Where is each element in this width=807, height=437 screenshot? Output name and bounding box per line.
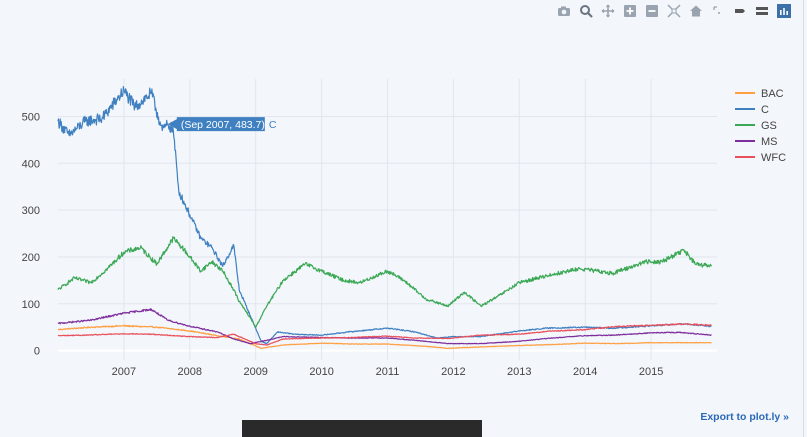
x-tick-label: 2012 [441, 366, 465, 378]
plotly-logo-icon[interactable] [777, 4, 791, 18]
x-tick-label: 2008 [178, 366, 202, 378]
zoom-out-icon[interactable] [645, 4, 659, 18]
x-tick-label: 2015 [639, 366, 663, 378]
legend-label-ms[interactable]: MS [761, 136, 778, 148]
y-tick-label: 300 [22, 205, 40, 217]
home-icon[interactable] [689, 4, 703, 18]
legend-label-wfc[interactable]: WFC [761, 152, 786, 164]
series-line-gs[interactable] [57, 236, 713, 328]
series-line-bac[interactable] [57, 324, 712, 350]
black-bar [242, 420, 482, 437]
legend-label-bac[interactable]: BAC [761, 88, 784, 100]
series-line-wfc[interactable] [57, 322, 712, 346]
x-tick-label: 2014 [573, 366, 597, 378]
legend-label-c[interactable]: C [761, 104, 769, 116]
y-tick-label: 200 [22, 252, 40, 264]
zoom-in-icon[interactable] [623, 4, 637, 18]
y-tick-label: 400 [22, 158, 40, 170]
zoom-icon[interactable] [579, 4, 593, 18]
hover-tooltip-series-name: C [269, 119, 277, 131]
hover-compare-icon[interactable] [755, 4, 769, 18]
x-tick-label: 2007 [112, 366, 136, 378]
x-tick-label: 2010 [309, 366, 333, 378]
y-tick-label: 0 [34, 346, 40, 358]
spike-lines-icon[interactable] [711, 4, 725, 18]
pan-icon[interactable] [601, 4, 615, 18]
y-tick-label: 500 [22, 111, 40, 123]
hover-closest-icon[interactable] [733, 4, 747, 18]
y-tick-label: 100 [22, 299, 40, 311]
series-line-ms[interactable] [57, 308, 712, 345]
hover-tooltip-box [167, 117, 265, 132]
x-tick-label: 2013 [507, 366, 531, 378]
hover-tooltip-text: (Sep 2007, 483.7) [181, 119, 265, 131]
x-tick-label: 2011 [376, 366, 400, 378]
legend-label-gs[interactable]: GS [761, 120, 777, 132]
autoscale-icon[interactable] [667, 4, 681, 18]
modebar [557, 3, 791, 19]
x-tick-label: 2009 [243, 366, 267, 378]
export-link[interactable]: Export to plot.ly » [700, 411, 789, 423]
camera-icon[interactable] [557, 4, 571, 18]
